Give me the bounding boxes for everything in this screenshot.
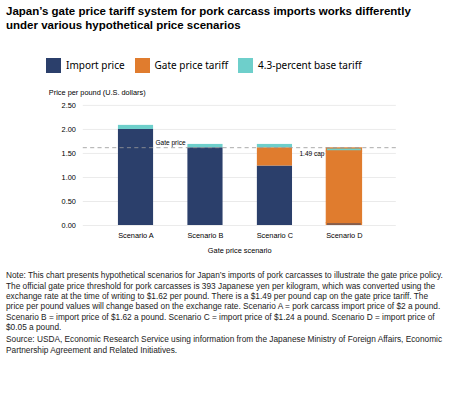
svg-text:2.00: 2.00: [62, 125, 76, 134]
svg-text:Scenario D: Scenario D: [326, 231, 362, 240]
svg-text:Gate price: Gate price: [155, 139, 185, 147]
html-text:Import price: Import price: [66, 58, 125, 73]
svg-text:Gate price scenario: Gate price scenario: [208, 245, 272, 254]
svg-text:1.00: 1.00: [62, 173, 76, 182]
svg-text:0.50: 0.50: [62, 197, 76, 206]
svg-text:Price per pound (U.S. dollars): Price per pound (U.S. dollars): [49, 88, 146, 97]
svg-text:0.00: 0.00: [62, 221, 76, 230]
svg-text:1.49 cap: 1.49 cap: [299, 150, 324, 158]
html-text:Source: USDA, Economic Researc: Source: USDA, Economic Research Service …: [6, 334, 443, 355]
svg-text:Scenario C: Scenario C: [257, 231, 294, 240]
html-text:4.3-percent base tariff: 4.3-percent base tariff: [258, 58, 362, 73]
svg-text:1.50: 1.50: [62, 149, 76, 158]
svg-text:Scenario B: Scenario B: [187, 231, 223, 240]
svg-text:Scenario A: Scenario A: [118, 231, 154, 240]
html-text:Japan’s gate price tariff syst: Japan’s gate price tariff system for por…: [6, 5, 411, 32]
html-text:Note: This chart presents hypo: Note: This chart presents hypothetical s…: [6, 270, 443, 333]
html-text:Gate price tariff: Gate price tariff: [154, 58, 228, 73]
svg-text:2.50: 2.50: [62, 100, 76, 109]
